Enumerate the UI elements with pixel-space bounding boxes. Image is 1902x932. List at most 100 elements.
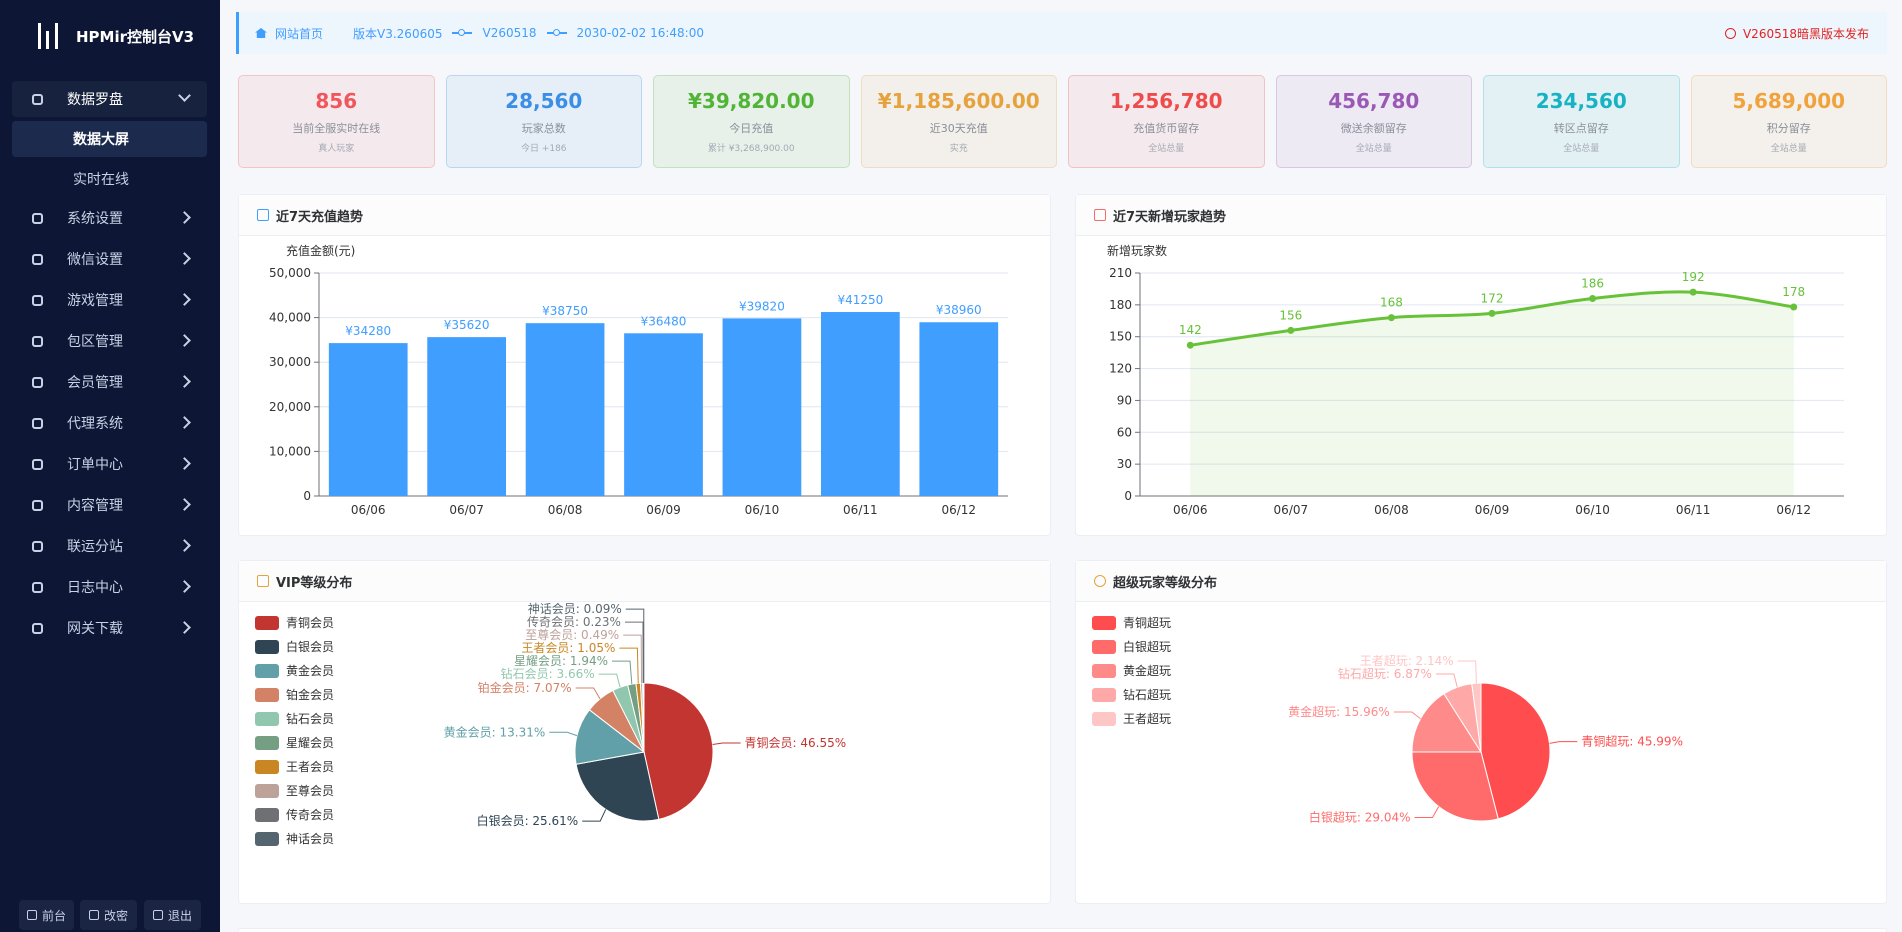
y-axis-label: 充值金额(元) [286,243,355,258]
panel-icon [257,575,269,587]
slice [574,709,646,765]
y-tick-label: 150 [1109,330,1132,344]
x-tick-label: 06/10 [745,503,780,517]
bar [624,333,703,496]
legend-label: 青铜超玩 [1123,615,1171,630]
leader-line [575,687,601,700]
legend-label: 王者超玩 [1123,711,1171,726]
slice-label: 星耀会员: 1.94% [514,654,608,668]
menu-item[interactable]: 代理系统 [12,405,207,441]
point [1186,341,1194,349]
submenu-item[interactable]: 实时在线 [12,161,207,197]
legend-swatch [255,616,279,630]
menu-label: 游戏管理 [67,293,123,309]
stat-label: 积分留存 [1766,122,1811,135]
legend-label: 至尊会员 [286,783,334,798]
footer-button[interactable]: 退出 [144,900,201,930]
stat-card: 5,689,000 积分留存 全站总量 [1690,75,1887,168]
menu-label: 实时在线 [73,172,129,188]
menu-item[interactable]: 包区管理 [12,323,207,359]
x-tick-label: 06/07 [449,503,484,517]
legend-swatch [1092,688,1116,702]
menu-item[interactable]: 联运分站 [12,528,207,564]
stat-label: 充值货币留存 [1133,122,1200,135]
menu-item[interactable]: 订单中心 [12,446,207,482]
value-label: 178 [1782,285,1805,299]
panel [238,928,1887,932]
area [1190,291,1794,496]
icon [32,458,43,470]
slice-label: 黄金超玩: 15.96% [1288,704,1390,719]
value-label: 142 [1179,323,1202,337]
version: 版本V3.260605 [353,26,443,41]
menu-group[interactable]: 数据罗盘 [12,81,207,117]
slice-label: 青铜超玩: 45.99% [1581,734,1683,749]
footer-button[interactable]: 改密 [80,900,137,930]
stat-card: 1,256,780 充值货币留存 全站总量 [1068,75,1265,168]
menu-item[interactable]: 日志中心 [12,569,207,605]
y-tick-label: 0 [1124,489,1132,503]
legend-swatch [1092,712,1116,726]
submenu-item[interactable]: 数据大屏 [12,121,207,157]
bar [919,322,999,496]
datetime: 2030-02-02 16:48:00 [576,26,704,40]
x-tick-label: 06/12 [1776,503,1811,517]
menu-item[interactable]: 游戏管理 [12,282,207,318]
point [1387,314,1395,322]
panel-icon [257,209,269,221]
legend-label: 钻石会员 [286,711,334,726]
panel-header: 近7天新增玩家趋势 [1076,195,1886,236]
stat-cards: 856 当前全服实时在线 真人玩家 28,560 玩家总数 今日 +186 ¥39,820.… [238,75,1887,168]
menu-item[interactable]: 内容管理 [12,487,207,523]
home-link[interactable]: 网站首页 [275,26,324,41]
menu-item[interactable]: 网关下载 [12,610,207,646]
leader-line [1435,673,1458,688]
stat-value: 856 [315,89,358,113]
point [1488,309,1496,317]
bar [722,318,802,496]
stat-label: 微送余额留存 [1340,122,1407,135]
menu-item[interactable]: 系统设置 [12,200,207,236]
footer-button[interactable]: 前台 [19,900,74,930]
leader-line [1393,711,1421,720]
icon [32,622,43,634]
stat-card: 234,560 转区点留存 全站总量 [1483,75,1680,168]
legend-label: 黄金会员 [286,663,334,678]
x-tick-label: 06/08 [548,503,583,517]
legend-label: 钻石超玩 [1123,687,1171,702]
menu-label: 日志中心 [67,580,123,596]
slice-label: 传奇会员: 0.23% [527,614,621,629]
menu-item[interactable]: 会员管理 [12,364,207,400]
slice-label: 钻石超玩: 6.87% [1338,666,1432,681]
x-tick-label: 06/06 [351,503,386,517]
bar [525,323,605,496]
y-tick-label: 90 [1117,393,1132,407]
menu-label: 联运分站 [67,539,123,555]
commit-icon [546,29,567,37]
leader-line [598,673,621,688]
y-tick-label: 30,000 [269,355,311,369]
slice-label: 黄金会员: 13.31% [444,724,546,739]
point [1287,326,1295,334]
slice [1480,682,1551,820]
legend-swatch [255,640,279,654]
x-tick-label: 06/11 [1676,503,1711,517]
home-icon [255,28,267,38]
value-label: 168 [1380,296,1403,310]
legend-swatch [1092,664,1116,678]
legend-swatch [255,808,279,822]
y-tick-label: 50,000 [269,266,311,280]
sidebar: HPMir控制台V3 数据罗盘 数据大屏 实时在线 系统设置 微信设置 游戏管理 包区管理… [0,0,220,932]
value-label: ¥36480 [641,314,687,328]
value-label: ¥34280 [345,324,391,338]
y-tick-label: 40,000 [269,311,311,325]
value-label: ¥38750 [542,304,588,318]
value-label: 192 [1682,270,1705,284]
icon [32,212,43,224]
stat-note: 全站总量 [1355,144,1392,154]
slice [1411,751,1499,822]
menu-item[interactable]: 微信设置 [12,241,207,277]
leader-line [612,660,633,685]
notice[interactable]: V260518暗黑版本发布 [1725,25,1869,42]
